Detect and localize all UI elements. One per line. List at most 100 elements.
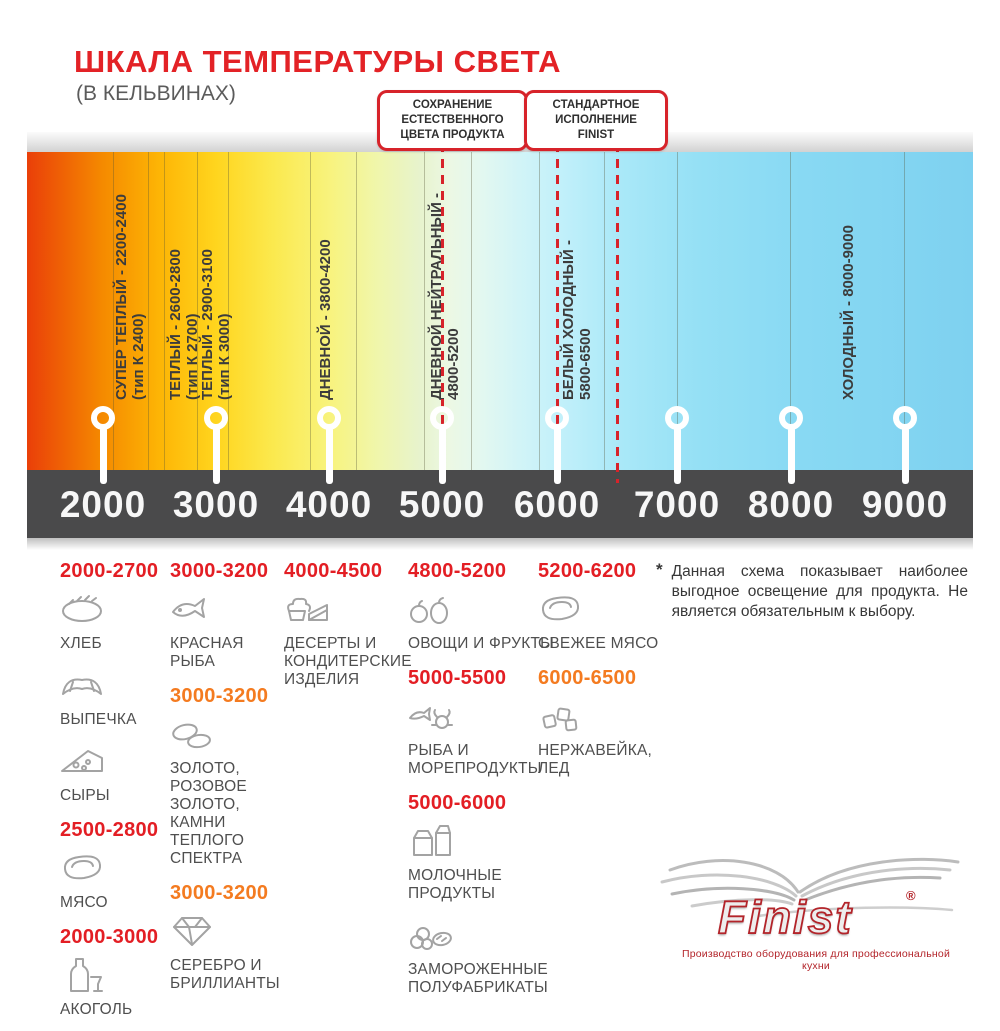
page-subtitle: (В КЕЛЬВИНАХ)	[76, 82, 236, 105]
grid-line	[113, 152, 114, 470]
grid-line	[356, 152, 357, 470]
product-label: АКОГОЛЬ	[60, 1001, 133, 1018]
seafood-icon	[406, 696, 586, 741]
temperature-range-heading: 6000-6500	[538, 667, 637, 689]
callout-connector-dashed-line	[441, 143, 444, 483]
steak-icon	[536, 589, 660, 634]
product-label: СВЕЖЕЕ МЯСО	[538, 635, 659, 652]
zone-label: ДНЕВНОЙ НЕЙТРАЛЬНЫЙ -4800-5200	[428, 193, 462, 400]
product-item: ОВОЩИ И ФРУКТЫ	[408, 589, 586, 653]
zone-label-line2: (тип К 3000)	[216, 313, 233, 400]
temperature-range-heading: 4800-5200	[408, 560, 507, 582]
temperature-range-heading: 5000-6000	[408, 792, 507, 814]
rings-icon	[168, 714, 288, 759]
zone-label: ДНЕВНОЙ - 3800-4200	[317, 239, 334, 400]
temperature-range-heading: 3000-3200	[170, 882, 269, 904]
product-label: КРАСНАЯ РЫБА	[170, 635, 244, 670]
registered-mark: ®	[906, 888, 916, 903]
product-item: СЫРЫ	[60, 741, 168, 805]
product-label: ЗАМОРОЖЕННЫЕ ПОЛУФАБРИКАТЫ	[408, 961, 548, 996]
legend-column: 3000-3200 КРАСНАЯ РЫБА 3000-3200 ЗОЛОТО, РО…	[170, 560, 288, 1005]
callout-natural-color: СОХРАНЕНИЕ ЕСТЕСТВЕННОГО ЦВЕТА ПРОДУКТА	[377, 90, 528, 151]
zone-label: ХОЛОДНЫЙ - 8000-9000	[840, 225, 857, 400]
grid-line	[197, 152, 198, 470]
page-title: ШКАЛА ТЕМПЕРАТУРЫ СВЕТА	[74, 44, 561, 79]
frozen-icon	[406, 915, 586, 960]
zone-label-line2: (тип К 2400)	[130, 313, 147, 400]
kelvin-tick-label: 6000	[513, 484, 601, 525]
product-label: СЫРЫ	[60, 787, 110, 804]
scale-marker-stem	[553, 427, 561, 484]
product-label: ХЛЕБ	[60, 635, 102, 652]
scale-bar-shadow	[27, 538, 973, 550]
grid-line	[228, 152, 229, 470]
brand-name: Finist	[717, 890, 853, 944]
product-item: АКОГОЛЬ	[60, 955, 168, 1019]
product-item: ЗАМОРОЖЕННЫЕ ПОЛУФАБРИКАТЫ	[408, 915, 586, 997]
footnote: * Данная схема показывает наиболее выгод…	[656, 560, 968, 622]
dessert-icon	[282, 589, 412, 634]
product-label: НЕРЖАВЕЙКА, ЛЕД	[538, 742, 653, 777]
cheese-icon	[58, 741, 168, 786]
zone-label-line1: СУПЕР ТЕПЛЫЙ - 2200-2400	[113, 194, 130, 400]
brand-tagline: Производство оборудования для профессион…	[681, 948, 951, 972]
ice-icon	[536, 696, 660, 741]
product-item: КРАСНАЯ РЫБА	[170, 589, 288, 671]
temperature-range-heading: 2000-3000	[60, 926, 159, 948]
product-item: НЕРЖАВЕЙКА, ЛЕД	[538, 696, 660, 778]
product-label: ДЕСЕРТЫ И КОНДИТЕРСКИЕ ИЗДЕЛИЯ	[284, 635, 412, 688]
finist-logo: Finist ® Производство оборудования для п…	[648, 850, 980, 975]
product-label: МЯСО	[60, 894, 108, 911]
product-item: РЫБА И МОРЕПРОДУКТЫ	[408, 696, 586, 778]
zone-label-line1: ТЕПЛЫЙ - 2600-2800	[167, 248, 184, 400]
product-item: ВЫПЕЧКА	[60, 665, 168, 729]
zone-label-line1: ХОЛОДНЫЙ - 8000-9000	[840, 225, 857, 400]
fruits-icon	[406, 589, 586, 634]
scale-marker-stem	[99, 427, 107, 484]
footnote-text: Данная схема показывает наиболее выгодно…	[671, 563, 968, 620]
product-label: ОВОЩИ И ФРУКТЫ	[408, 635, 555, 652]
milk-icon	[406, 821, 586, 866]
callout-line: ЕСТЕСТВЕННОГО	[401, 113, 504, 126]
legend-column: 2000-2700 ХЛЕБ ВЫПЕЧКА СЫРЫ 2500-2800 МЯСО 200…	[60, 560, 168, 1031]
zone-label-line1: БЕЛЫЙ ХОЛОДНЫЙ -	[560, 240, 577, 400]
bread-icon	[58, 589, 168, 634]
scale-marker-stem	[787, 427, 795, 484]
light-temperature-gradient-band	[27, 152, 973, 470]
product-label: ВЫПЕЧКА	[60, 711, 137, 728]
zone-label-line1: ДНЕВНОЙ - 3800-4200	[317, 239, 334, 400]
scale-marker-stem	[438, 427, 446, 484]
alcohol-icon	[58, 955, 168, 1000]
temperature-range-heading: 5200-6200	[538, 560, 637, 582]
zone-label: СУПЕР ТЕПЛЫЙ - 2200-2400 (тип К 2400)	[113, 194, 147, 400]
callout-connector-dashed-line	[556, 143, 559, 483]
zone-label: ТЕПЛЫЙ - 2600-2800 (тип К 2700)	[167, 249, 201, 400]
grid-line	[604, 152, 605, 470]
temperature-range-heading: 2000-2700	[60, 560, 159, 582]
kelvin-tick-label: 9000	[861, 484, 949, 525]
wings-icon	[660, 857, 960, 918]
callout-finist-standard: СТАНДАРТНОЕ ИСПОЛНЕНИЕ FINIST	[524, 90, 668, 151]
legend-column: 4800-5200 ОВОЩИ И ФРУКТЫ 5000-5500 РЫБА И М…	[408, 560, 586, 1009]
zone-label-line1: ТЕПЛЫЙ - 2900-3100	[199, 248, 216, 400]
kelvin-tick-label: 8000	[747, 484, 835, 525]
product-item: МОЛОЧНЫЕ ПРОДУКТЫ	[408, 821, 586, 903]
infographic-canvas: ШКАЛА ТЕМПЕРАТУРЫ СВЕТА (В КЕЛЬВИНАХ) СО…	[27, 44, 980, 1018]
footnote-asterisk: *	[656, 560, 663, 579]
grid-line	[539, 152, 540, 470]
product-label: МОЛОЧНЫЕ ПРОДУКТЫ	[408, 867, 502, 902]
grid-line	[310, 152, 311, 470]
fish-icon	[168, 589, 288, 634]
scale-marker-stem	[901, 427, 909, 484]
grid-line	[790, 152, 791, 470]
product-item: СЕРЕБРО И БРИЛЛИАНТЫ	[170, 911, 288, 993]
grid-line	[424, 152, 425, 470]
grid-line	[677, 152, 678, 470]
grid-line	[904, 152, 905, 470]
grid-line	[148, 152, 149, 470]
product-item: ЗОЛОТО, РОЗОВОЕ ЗОЛОТО, КАМНИ ТЕПЛОГО СП…	[170, 714, 288, 868]
product-item: СВЕЖЕЕ МЯСО	[538, 589, 660, 653]
grid-line	[164, 152, 165, 470]
product-item: ДЕСЕРТЫ И КОНДИТЕРСКИЕ ИЗДЕЛИЯ	[284, 589, 412, 689]
kelvin-tick-label: 5000	[398, 484, 486, 525]
